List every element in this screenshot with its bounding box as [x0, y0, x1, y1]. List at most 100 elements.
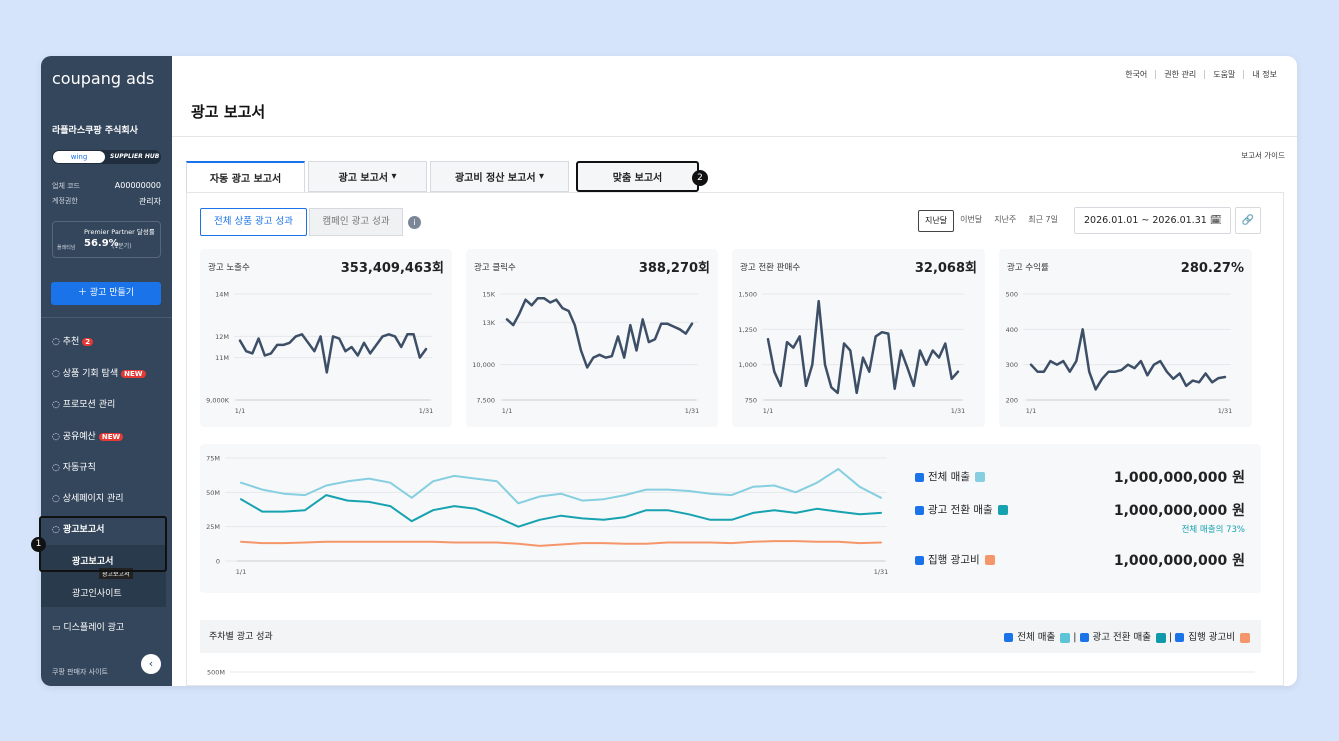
partner-box[interactable] [52, 221, 161, 258]
period-button[interactable]: 지난달 [918, 210, 955, 232]
legend-item[interactable]: 집행 광고비 [915, 552, 995, 567]
menu-badge: NEW [98, 433, 124, 441]
menu-label[interactable]: 디스플레이 광고 [63, 623, 125, 633]
weekly-legend: 전체 매출 | 광고 전환 매출 | 집행 광고비 [900, 629, 1250, 643]
create-button[interactable]: ＋ 광고 만들기 [51, 282, 161, 305]
header-link[interactable]: 한국어 [1125, 70, 1148, 79]
tab[interactable]: 광고 보고서 ▾ [308, 161, 427, 192]
legend-value: 1,000,000,000 원 [1113, 503, 1245, 519]
tab[interactable]: 자동 광고 보고서 [186, 161, 305, 192]
menu-badge: NEW [121, 370, 146, 378]
menu-item[interactable]: ◌ 공유예산 NEW [52, 429, 124, 442]
switch-wing[interactable]: wing [53, 151, 105, 163]
menu-item[interactable]: ◌ 추천 2 [52, 334, 94, 347]
info-value: A00000000 [114, 181, 161, 190]
menu-item[interactable]: ◌ 광고보고서 [52, 525, 105, 535]
period-button[interactable]: 최근 7일 [1028, 215, 1058, 224]
trend-card [200, 444, 1261, 593]
header-link[interactable]: 도움말 [1204, 70, 1244, 79]
logo: coupang ads [52, 69, 155, 88]
kpi-total: 388,270회 [639, 260, 710, 276]
period-group: 지난달 이번달 지난주 최근 7일 [918, 210, 1064, 232]
weekly-title: 주차별 광고 성과 [209, 632, 273, 642]
kpi-total: 280.27% [1181, 261, 1244, 276]
y-tick-label: 500 [1006, 291, 1018, 299]
line-series [766, 299, 960, 395]
menu-label[interactable]: 추천 [62, 337, 80, 347]
checkbox[interactable] [915, 472, 924, 482]
y-tick-label: 0 [216, 558, 220, 566]
subtab[interactable]: 캠페인 광고 성과 [309, 208, 403, 236]
panel [186, 192, 1284, 686]
x-tick-label: 1/1 [763, 407, 773, 415]
date-picker[interactable]: 2026.01.01 ~ 2026.01.31 🗓 [1074, 207, 1231, 234]
legend-label: 전체 매출 [1017, 632, 1056, 643]
collapse-button[interactable]: ‹ [141, 654, 161, 674]
menu-label[interactable]: 공유예산 [62, 432, 96, 442]
x-tick-label: 1/31 [1218, 407, 1233, 415]
subtab[interactable]: 전체 상품 광고 성과 [200, 208, 307, 236]
menu-label[interactable]: 광고보고서 [63, 525, 105, 535]
legend-swatch [1060, 632, 1071, 643]
partner-grade: 플래티넘 [57, 245, 76, 251]
checkbox[interactable] [1175, 633, 1185, 642]
submenu-item[interactable]: 광고인사이트 [72, 589, 122, 599]
menu-item[interactable]: ◌ 프로모션 관리 [52, 400, 116, 410]
header-link[interactable]: 권한 관리 [1155, 70, 1205, 79]
line-series [1029, 328, 1227, 391]
link-button[interactable]: 🔗 [1235, 207, 1261, 234]
y-tick-label: 7,500 [476, 397, 495, 405]
checkbox[interactable] [915, 505, 924, 515]
switch-hub[interactable]: SUPPLIER HUB [110, 153, 160, 160]
menu-label[interactable]: 프로모션 관리 [62, 400, 116, 410]
kpi-total: 353,409,463회 [341, 260, 444, 276]
checkbox[interactable] [1079, 633, 1089, 642]
menu-item[interactable]: ◌ 상품 기회 탐색 NEW [52, 366, 146, 379]
legend-item[interactable]: 전체 매출 [915, 469, 985, 484]
page-title: 광고 보고서 [191, 103, 266, 121]
menu-item[interactable]: ◌ 상세페이지 관리 [52, 494, 124, 504]
menu-item[interactable]: ▭ 디스플레이 광고 [52, 623, 125, 633]
y-tick-label: 1,000 [738, 361, 757, 369]
legend-label: 광고 전환 매출 [928, 504, 993, 516]
menu-label[interactable]: 상품 기회 탐색 [62, 369, 119, 379]
checkbox[interactable] [915, 555, 924, 565]
header-link[interactable]: 내 정보 [1243, 70, 1285, 79]
divider [41, 317, 172, 318]
legend-label: 전체 매출 [928, 471, 970, 483]
line-series [505, 296, 694, 369]
tab-label[interactable]: 광고비 정산 보고서 [454, 173, 536, 184]
menu-label[interactable]: 자동규칙 [62, 463, 96, 473]
step-badge: 2 [692, 170, 708, 186]
date-range[interactable]: 2026.01.01 ~ 2026.01.31 [1084, 215, 1207, 226]
kpi-card [732, 249, 985, 427]
y-tick-label: 200 [1006, 397, 1018, 405]
checkbox[interactable] [1004, 633, 1014, 642]
kpi-card [999, 249, 1252, 427]
y-tick-label: 12M [215, 333, 229, 341]
line-series [238, 333, 428, 374]
tab[interactable]: 광고비 정산 보고서 ▾ [430, 161, 569, 192]
legend-swatch [1240, 632, 1250, 643]
x-tick-label: 1/31 [685, 407, 700, 415]
guide-link[interactable]: 보고서 가이드 [1241, 151, 1285, 160]
info-value: 관리자 [138, 197, 161, 206]
legend-item[interactable]: 광고 전환 매출 [915, 502, 1008, 517]
footer-link[interactable]: 쿠팡 판매자 사이트 [52, 668, 108, 676]
create-label[interactable]: 광고 만들기 [89, 288, 135, 298]
kpi-title: 광고 수익률 [1007, 262, 1049, 273]
kpi-card [200, 249, 452, 427]
tab-label[interactable]: 광고 보고서 [338, 173, 388, 184]
menu-label[interactable]: 상세페이지 관리 [62, 494, 124, 504]
submenu-item[interactable]: 광고보고서 [72, 557, 114, 567]
legend-label: 집행 광고비 [928, 554, 980, 566]
tab[interactable]: 맞춤 보고서 [576, 161, 699, 192]
x-tick-label: 1/1 [1026, 407, 1036, 415]
period-button[interactable]: 지난주 [994, 215, 1017, 224]
menu-item[interactable]: ◌ 자동규칙 [52, 463, 96, 473]
period-button[interactable]: 이번달 [960, 215, 983, 224]
info-icon[interactable]: i [408, 216, 421, 229]
x-tick-label: 1/1 [236, 568, 246, 576]
